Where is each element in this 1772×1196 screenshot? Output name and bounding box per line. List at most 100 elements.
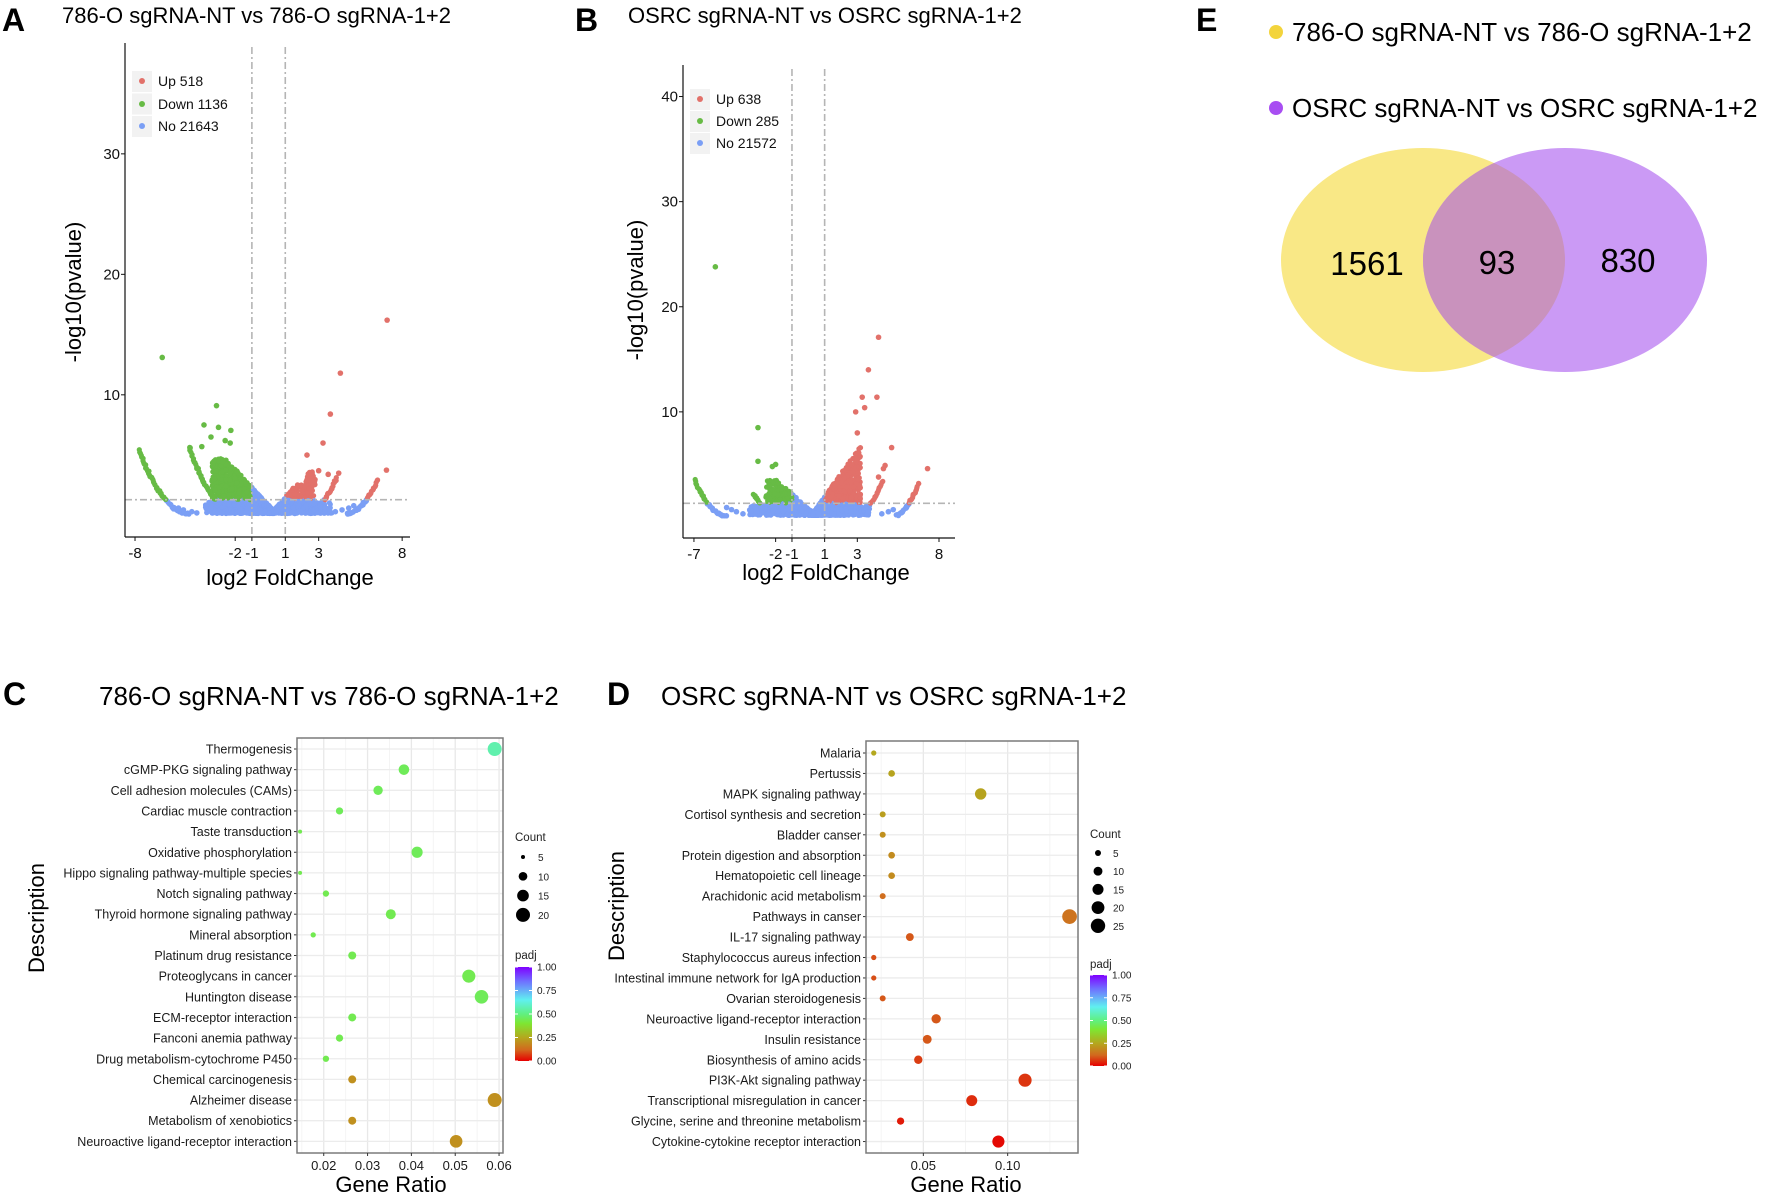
pathway-dot [1062, 909, 1077, 924]
gene-point [848, 509, 854, 515]
gene-point [223, 483, 229, 489]
highlighted-gene-point [854, 430, 861, 436]
highlighted-gene-point [180, 507, 187, 513]
gene-point [242, 479, 248, 485]
gene-point [227, 477, 233, 483]
pathway-label: PI3K-Akt signaling pathway [709, 1074, 862, 1088]
gene-point [865, 509, 871, 515]
pathway-dot [871, 975, 877, 981]
pathway-label: Oxidative phosphorylation [148, 846, 292, 860]
gene-point [857, 484, 863, 490]
pathway-label: Proteoglycans in cancer [159, 970, 292, 984]
highlighted-gene-point [861, 404, 868, 411]
panel-d-title: OSRC sgRNA-NT vs OSRC sgRNA-1+2 [661, 681, 1126, 711]
gene-point [750, 491, 756, 497]
legend-up-label: Up 518 [158, 73, 203, 89]
gene-point [327, 508, 333, 514]
pathway-dot [348, 1013, 357, 1022]
gene-point [766, 512, 772, 518]
gene-point [810, 512, 816, 518]
highlighted-gene-point [383, 467, 390, 473]
x-tick-label: -7 [687, 546, 700, 563]
pathway-dot [931, 1014, 941, 1024]
venn-only-set2-count: 830 [1600, 242, 1655, 279]
pathway-dot [879, 811, 886, 818]
y-tick-label: 20 [103, 266, 120, 283]
gene-point [211, 458, 217, 464]
panel-a-volcano: A 786-O sgRNA-NT vs 786-O sgRNA-1+2 -8 -2… [2, 2, 451, 590]
highlighted-gene-point [733, 508, 740, 515]
gene-point [785, 512, 791, 518]
gene-point [234, 480, 240, 486]
highlighted-gene-point [193, 510, 200, 516]
gene-point [252, 505, 258, 511]
legend-up-label: Up 638 [716, 91, 761, 107]
count-legend-dot [1090, 918, 1106, 933]
highlighted-gene-point [890, 506, 897, 513]
pathway-dot [385, 909, 396, 920]
x-tick-label: 1 [820, 546, 828, 563]
venn-only-set1-count: 1561 [1330, 245, 1403, 282]
gene-point [766, 490, 772, 497]
highlighted-gene-point [345, 505, 352, 511]
highlighted-gene-point [199, 443, 205, 450]
panel-c-dotplot: C 786-O sgRNA-NT vs 786-O sgRNA-1+2 Ther… [3, 676, 559, 1196]
legend-down-marker [139, 101, 145, 107]
highlighted-gene-point [222, 437, 228, 444]
panel-c-ylabel: Description [24, 863, 49, 973]
pathway-label: Arachidonic acid metabolism [702, 890, 861, 904]
colorbar-label: 0.00 [1112, 1062, 1132, 1073]
x-tick-label: 3 [853, 546, 861, 563]
pathway-dot [914, 1055, 923, 1064]
colorbar-label: 0.25 [537, 1033, 557, 1044]
gene-point [831, 510, 838, 517]
x-tick-label: -2 [229, 545, 242, 562]
volcano-points [136, 317, 390, 517]
gene-point [853, 504, 859, 510]
x-tick-label: 0.06 [486, 1158, 511, 1173]
pathway-label: Malaria [820, 747, 861, 761]
gene-point [841, 474, 848, 481]
highlighted-gene-point [228, 427, 234, 434]
highlighted-gene-point [339, 507, 345, 513]
panel-label-c: C [3, 676, 26, 712]
panel-label-b: B [575, 2, 598, 38]
gene-point [816, 505, 822, 511]
gene-point [840, 496, 846, 502]
pathway-dot [871, 954, 877, 961]
padj-colorbar [515, 967, 532, 1061]
count-legend-label: 20 [1113, 904, 1125, 915]
x-tick-label: 0.02 [311, 1158, 336, 1173]
gene-point [302, 482, 308, 488]
highlighted-gene-point [712, 264, 719, 270]
gene-point [916, 480, 922, 486]
panel-e-venn: E 786-O sgRNA-NT vs 786-O sgRNA-1+2 OSRC… [1196, 2, 1757, 372]
pathway-label: Alzheimer disease [190, 1094, 292, 1108]
highlighted-gene-point [208, 434, 214, 440]
highlighted-gene-point [335, 470, 342, 476]
highlighted-gene-point [215, 424, 222, 431]
x-tick-label: 8 [398, 545, 406, 562]
pathway-dot [348, 1075, 357, 1084]
gene-point [839, 507, 845, 514]
highlighted-gene-point [213, 402, 220, 409]
gene-point [843, 465, 849, 471]
colorbar-label: 0.75 [1112, 993, 1132, 1004]
count-legend-dot [1092, 883, 1104, 895]
panel-a-xlabel: log2 FoldChange [206, 565, 374, 590]
gene-point [855, 511, 861, 517]
pathway-label: Notch signaling pathway [157, 887, 293, 901]
gene-point [333, 475, 339, 481]
panel-d-xlabel: Gene Ratio [910, 1172, 1021, 1196]
pathway-dot [922, 1034, 932, 1044]
highlighted-gene-point [188, 508, 195, 515]
highlighted-gene-point [865, 367, 872, 373]
pathway-label: Cortisol synthesis and secretion [685, 808, 862, 822]
gene-point [292, 491, 298, 497]
pathway-dot [896, 1117, 905, 1125]
gene-point [221, 493, 227, 499]
gene-point [223, 467, 229, 473]
pathway-dot [966, 1095, 978, 1107]
gene-point [793, 496, 799, 502]
gene-point [208, 504, 214, 510]
